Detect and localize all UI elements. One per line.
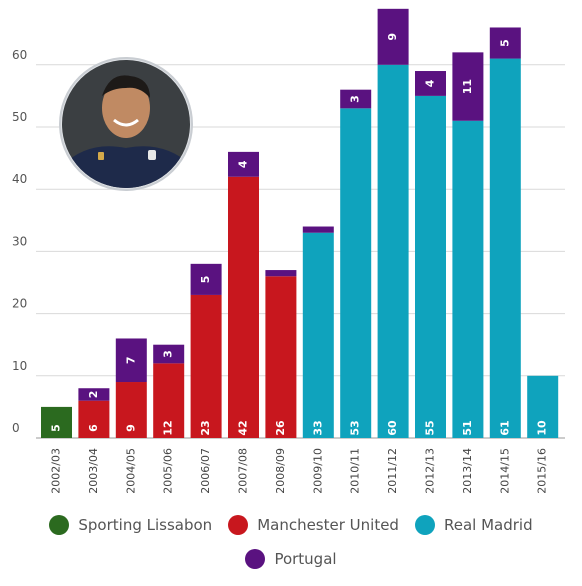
bar-label-club: 33: [311, 420, 324, 435]
y-tick-label: 30: [12, 234, 27, 248]
legend-label-portugal: Portugal: [274, 550, 337, 568]
bar-portugal: [78, 388, 110, 401]
legend-item-manutd: Manchester United: [228, 515, 399, 535]
x-axis-labels: 2002/03 2003/04 2004/05 2005/06 2006/07 2007/…: [50, 448, 549, 494]
y-tick-label: 10: [12, 359, 27, 373]
crest-shape: [148, 150, 156, 160]
x-tick-label: 2011/12: [386, 448, 399, 494]
x-tick-label: 2015/16: [536, 448, 549, 494]
x-tick-label: 2008/09: [274, 448, 287, 494]
bar-portugal: [265, 270, 297, 277]
player-photo: [59, 57, 193, 191]
face-shape: [102, 78, 150, 138]
bar-club: [153, 363, 185, 438]
bar-label-club: 42: [237, 420, 250, 435]
bar-label-club: 51: [461, 420, 474, 435]
bar-portugal: [153, 344, 185, 364]
bar-label-portugal: 4: [424, 79, 437, 87]
bar-label-portugal: 3: [162, 350, 175, 358]
x-tick-label: 2004/05: [124, 448, 137, 494]
bar-club: [527, 375, 559, 438]
legend-row-1: Sporting Lissabon Manchester United Real…: [0, 515, 582, 535]
bar-label-club: 6: [87, 424, 100, 432]
bar-portugal: [302, 226, 334, 233]
bar-portugal: [377, 8, 409, 65]
bar-label-club: 5: [50, 424, 63, 432]
bar-portugal: [190, 263, 222, 295]
legend-item-realmadrid: Real Madrid: [414, 515, 533, 535]
x-tick-label: 2014/15: [498, 448, 511, 494]
y-tick-label: 60: [12, 48, 27, 62]
bar-club: [489, 58, 521, 438]
legend-row-2: Portugal: [0, 549, 582, 569]
bar-club: [452, 120, 484, 438]
y-tick-label: 0: [12, 421, 20, 435]
bar-label-portugal: 9: [386, 33, 399, 41]
legend-swatch-portugal: [245, 549, 266, 569]
legend-swatch-manutd: [228, 515, 249, 535]
bar-label-club: 55: [424, 420, 437, 435]
bar-label-portugal: 5: [498, 39, 511, 47]
hair-shape: [102, 75, 150, 98]
bar-club: [377, 64, 409, 439]
x-tick-label: 2009/10: [311, 448, 324, 494]
bar-club: [228, 176, 259, 438]
bar-label-portugal: 5: [199, 276, 212, 284]
bar-label-club: 9: [124, 424, 137, 432]
legend-swatch-sporting: [49, 515, 70, 535]
bar-label-portugal: 3: [349, 95, 362, 103]
bar-label-club: 10: [536, 420, 549, 436]
bar-club: [340, 108, 372, 438]
bar-portugal: [115, 338, 147, 383]
badge-shape: [98, 152, 104, 160]
bar-label-club: 23: [199, 420, 212, 435]
x-tick-label: 2003/04: [87, 448, 100, 494]
bar-label-club: 53: [349, 420, 362, 435]
bar-club: [41, 406, 72, 438]
x-tick-label: 2006/07: [199, 448, 212, 494]
x-tick-label: 2007/08: [237, 448, 250, 494]
bar-label-club: 61: [498, 420, 511, 435]
x-tick-label: 2013/14: [461, 448, 474, 494]
y-tick-label: 50: [12, 110, 27, 124]
bar-label-club: 26: [274, 420, 287, 436]
smile-shape: [113, 118, 139, 127]
x-tick-label: 2002/03: [50, 448, 63, 494]
bar-label-club: 12: [162, 420, 175, 435]
bar-club: [115, 382, 147, 438]
bar-club: [265, 276, 297, 438]
legend-item-sporting: Sporting Lissabon: [49, 515, 212, 535]
bar-portugal: [228, 151, 259, 177]
legend-label-realmadrid: Real Madrid: [443, 516, 533, 534]
bar-club: [190, 294, 222, 438]
bar-portugal: [340, 89, 372, 109]
legend: Sporting Lissabon Manchester United Real…: [0, 515, 582, 583]
legend-item-portugal: Portugal: [245, 549, 337, 569]
bar-label-portugal: 4: [237, 160, 250, 168]
bar-label-portugal: 2: [87, 391, 100, 399]
bar-club: [78, 400, 110, 438]
x-tick-label: 2010/11: [349, 448, 362, 494]
bar-label-club: 60: [386, 420, 399, 436]
y-tick-label: 20: [12, 297, 27, 311]
x-tick-label: 2005/06: [162, 448, 175, 494]
y-tick-label: 40: [12, 172, 27, 186]
legend-swatch-realmadrid: [414, 515, 435, 535]
bar-portugal: [489, 27, 521, 59]
legend-label-manutd: Manchester United: [257, 516, 399, 534]
bar-club: [302, 232, 334, 438]
x-tick-label: 2012/13: [424, 448, 437, 494]
bar-portugal: [415, 71, 446, 96]
y-axis-ticks: 0 10 20 30 40 50 60: [12, 48, 27, 435]
legend-label-sporting: Sporting Lissabon: [78, 516, 213, 534]
bar-label-portugal: 11: [461, 79, 474, 94]
bar-club: [415, 95, 446, 439]
bar-portugal: [452, 52, 484, 121]
bar-label-portugal: 7: [124, 356, 137, 364]
